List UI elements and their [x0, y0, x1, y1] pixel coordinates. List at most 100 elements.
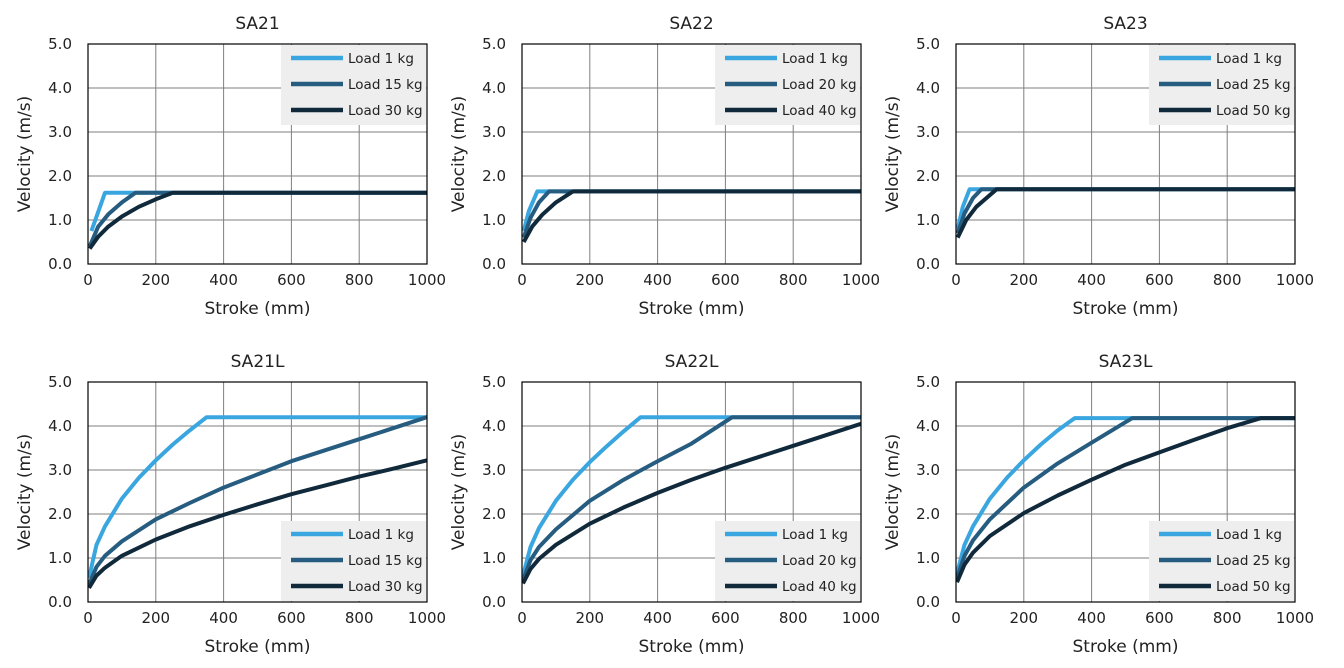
- y-tick-label: 4.0: [48, 417, 72, 435]
- y-tick-label: 1.0: [482, 211, 506, 229]
- legend-label-3: Load 50 kg: [1216, 103, 1291, 119]
- y-tick-label: 3.0: [48, 123, 72, 141]
- series-line-1: [956, 187, 1295, 230]
- x-tick-label: 1000: [1276, 271, 1314, 289]
- x-tick-label: 1000: [1276, 609, 1314, 627]
- legend: Load 1 kg Load 20 kg Load 40 kg: [715, 45, 860, 125]
- y-tick-label: 0.0: [48, 255, 72, 273]
- y-tick-label: 1.0: [48, 211, 72, 229]
- x-tick-label: 600: [711, 609, 740, 627]
- y-tick-label: 0.0: [916, 255, 940, 273]
- plot-area: [521, 381, 862, 603]
- chart-title: SA22L: [665, 352, 719, 372]
- y-axis-label: Velocity (m/s): [883, 434, 903, 551]
- plot-area: [87, 381, 428, 603]
- x-tick-label: 800: [345, 609, 374, 627]
- y-tick-label: 5.0: [482, 35, 506, 53]
- y-tick-label: 3.0: [916, 461, 940, 479]
- y-axis-label: Velocity (m/s): [15, 434, 35, 551]
- legend-label-1: Load 1 kg: [1216, 527, 1282, 543]
- y-tick-label: 3.0: [48, 461, 72, 479]
- x-tick-label: 400: [643, 609, 672, 627]
- x-tick-label: 200: [575, 271, 604, 289]
- x-tick-label: 0: [517, 609, 527, 627]
- series-line-1: [522, 415, 861, 577]
- y-axis-label: Velocity (m/s): [449, 434, 469, 551]
- series-line-2: [88, 415, 427, 586]
- legend: Load 1 kg Load 20 kg Load 40 kg: [715, 521, 860, 601]
- x-tick-label: 800: [779, 271, 808, 289]
- y-tick-label: 0.0: [48, 593, 72, 611]
- x-tick-label: 1000: [842, 271, 880, 289]
- series-line-1: [89, 190, 427, 232]
- y-tick-label: 0.0: [916, 593, 940, 611]
- x-tick-label: 0: [951, 609, 961, 627]
- chart-title: SA23L: [1099, 352, 1153, 372]
- legend-label-2: Load 15 kg: [348, 553, 423, 569]
- legend-label-2: Load 25 kg: [1216, 77, 1291, 93]
- y-tick-label: 3.0: [916, 123, 940, 141]
- chart-sa23l: SA23L 0 200 400 600 800 1000 0.0 1.0 2.0 3.0 4.0 5.0…: [883, 352, 1314, 657]
- series-line-2: [522, 415, 861, 581]
- legend: Load 1 kg Load 15 kg Load 30 kg: [281, 45, 426, 125]
- chart-sa21: SA21 0 200 400 600 800 1000 0.0 1.0 2.0 3.0 4.0 5.0 S…: [15, 14, 446, 319]
- chart-sa21l: SA21L 0 200 400 600 800 1000 0.0 1.0 2.0 3.0 4.0 5.0…: [15, 352, 446, 657]
- x-tick-label: 600: [277, 271, 306, 289]
- series-line-3: [956, 416, 1295, 583]
- y-tick-label: 2.0: [482, 167, 506, 185]
- x-tick-label: 800: [345, 271, 374, 289]
- x-tick-label: 200: [141, 271, 170, 289]
- chart-title: SA23: [1103, 14, 1147, 34]
- legend-label-2: Load 20 kg: [782, 553, 857, 569]
- y-tick-label: 1.0: [916, 211, 940, 229]
- x-tick-label: 400: [1077, 609, 1106, 627]
- chart-sa23: SA23 0 200 400 600 800 1000 0.0 1.0 2.0 3.0 4.0 5.0 S…: [883, 14, 1314, 319]
- series-line-2: [956, 416, 1295, 579]
- legend-label-3: Load 40 kg: [782, 579, 857, 595]
- x-axis-label: Stroke (mm): [1073, 637, 1179, 657]
- x-tick-label: 600: [1145, 271, 1174, 289]
- legend: Load 1 kg Load 25 kg Load 50 kg: [1149, 45, 1294, 125]
- legend-label-2: Load 25 kg: [1216, 553, 1291, 569]
- series-line-1: [522, 189, 861, 232]
- y-tick-label: 0.0: [482, 255, 506, 273]
- y-tick-label: 4.0: [482, 79, 506, 97]
- series-line-3: [522, 189, 861, 243]
- series-line-2: [956, 187, 1295, 234]
- series-line-3: [88, 190, 427, 250]
- y-tick-label: 2.0: [482, 505, 506, 523]
- legend-label-2: Load 15 kg: [348, 77, 423, 93]
- chart-sa22l: SA22L 0 200 400 600 800 1000 0.0 1.0 2.0 3.0 4.0 5.0…: [449, 352, 880, 657]
- x-tick-label: 200: [1009, 609, 1038, 627]
- x-axis-label: Stroke (mm): [205, 299, 311, 319]
- series-line-2: [522, 189, 861, 239]
- y-tick-label: 1.0: [916, 549, 940, 567]
- legend-label-3: Load 50 kg: [1216, 579, 1291, 595]
- legend-label-2: Load 20 kg: [782, 77, 857, 93]
- y-tick-label: 0.0: [482, 593, 506, 611]
- y-tick-label: 2.0: [48, 505, 72, 523]
- y-tick-label: 5.0: [916, 373, 940, 391]
- chart-title: SA21L: [231, 352, 285, 372]
- y-tick-label: 2.0: [916, 505, 940, 523]
- y-tick-label: 5.0: [916, 35, 940, 53]
- legend-label-1: Load 1 kg: [782, 51, 848, 67]
- legend-label-1: Load 1 kg: [1216, 51, 1282, 67]
- series-line-1: [88, 415, 427, 579]
- x-tick-label: 800: [1213, 271, 1242, 289]
- series-line-3: [88, 458, 427, 589]
- x-tick-label: 600: [711, 271, 740, 289]
- x-tick-label: 0: [83, 271, 93, 289]
- y-tick-label: 5.0: [48, 35, 72, 53]
- y-tick-label: 5.0: [482, 373, 506, 391]
- x-tick-label: 1000: [408, 609, 446, 627]
- plot-area: [87, 43, 428, 265]
- y-tick-label: 4.0: [916, 79, 940, 97]
- x-tick-label: 400: [1077, 271, 1106, 289]
- x-tick-label: 200: [575, 609, 604, 627]
- x-tick-label: 0: [951, 271, 961, 289]
- plot-area: [955, 381, 1296, 603]
- x-tick-label: 600: [277, 609, 306, 627]
- y-axis-label: Velocity (m/s): [449, 96, 469, 213]
